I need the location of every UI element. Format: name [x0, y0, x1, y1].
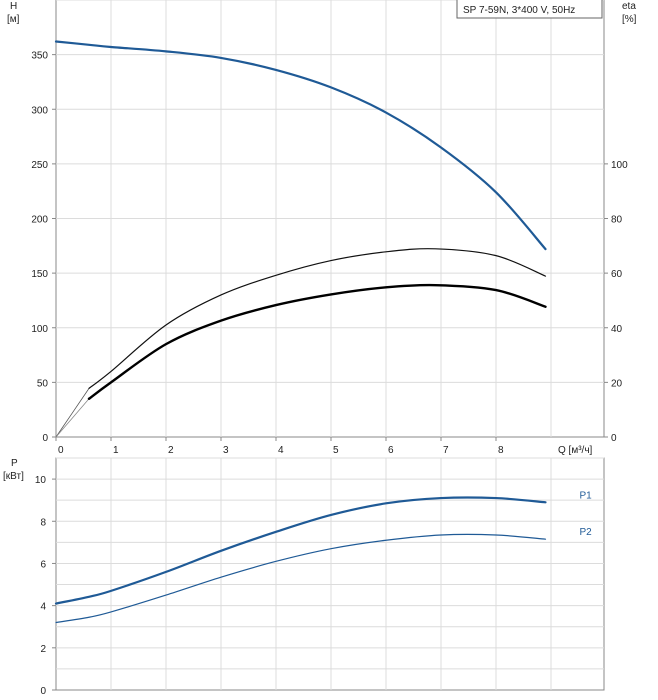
power-tick-label: 0 [40, 686, 46, 697]
series-label-p2: P2 [580, 527, 593, 538]
power-tick-label: 6 [40, 559, 46, 570]
y-right-tick-label: 60 [611, 269, 623, 280]
bottom-ticks: 0 2 4 6 8 10 [35, 475, 56, 697]
chart-title-box: SP 7-59N, 3*400 V, 50Hz [456, 0, 603, 19]
power-tick-label: 4 [40, 602, 46, 613]
bottom-plot-frame [55, 457, 605, 691]
power-tick-label: 2 [40, 644, 46, 655]
x-tick-label: 0 [58, 445, 64, 456]
extrapolated-curve-segment [55, 388, 90, 438]
y-right-tick-label: 40 [611, 324, 623, 335]
power-curve-p2 [55, 533, 547, 624]
x-tick-label: 8 [498, 445, 504, 456]
x-tick-label: 2 [168, 445, 174, 456]
x-tick-label: 5 [333, 445, 339, 456]
top-grid [55, 0, 605, 438]
power-axis-label: P [11, 458, 18, 469]
y-left-tick-label: 0 [42, 433, 48, 444]
head-curve [54, 40, 547, 251]
x-tick-label: 7 [443, 445, 449, 456]
y-left-tick-label: 50 [37, 378, 49, 389]
y-left-tick-label: 250 [31, 160, 48, 171]
y-right-unit: [%] [622, 14, 637, 25]
x-tick-label: 4 [278, 445, 284, 456]
y-left-tick-label: 300 [31, 105, 48, 116]
top-curves [54, 40, 547, 438]
x-tick-label: 3 [223, 445, 229, 456]
chart-title-frame [456, 0, 603, 19]
y-left-tick-label: 350 [31, 51, 48, 62]
top-ticks: 0 50 100 150 200 250 300 350 0 20 40 60 80 100 0 1 2 3 4 5 6… [31, 51, 628, 456]
head-efficiency-panel: 0 50 100 150 200 250 300 350 0 20 40 60 80 100 0 1 2 3 4 5 6… [7, 0, 637, 456]
extrapolated-curve-segment [55, 398, 90, 438]
y-right-tick-label: 100 [611, 160, 628, 171]
y-right-tick-label: 0 [611, 433, 617, 444]
y-left-unit: [м] [7, 14, 20, 25]
efficiency-curve [88, 248, 547, 389]
x-tick-label: 6 [388, 445, 394, 456]
y-left-label: H [10, 1, 17, 12]
y-right-label: eta [622, 1, 636, 12]
y-left-tick-label: 150 [31, 269, 48, 280]
x-axis-label: Q [м³/ч] [558, 445, 593, 456]
power-tick-label: 10 [35, 475, 47, 486]
y-right-tick-label: 20 [611, 378, 623, 389]
series-label-p1: P1 [580, 490, 593, 501]
y-right-tick-label: 80 [611, 215, 623, 226]
bottom-curves: P1 P2 [54, 490, 593, 624]
x-tick-label: 1 [113, 445, 119, 456]
power-axis-unit: [кВт] [3, 471, 24, 482]
total-efficiency-curve [87, 283, 547, 400]
power-curve-p1 [54, 496, 547, 605]
chart-title: SP 7-59N, 3*400 V, 50Hz [463, 5, 575, 16]
y-left-tick-label: 100 [31, 324, 48, 335]
power-tick-label: 8 [40, 517, 46, 528]
y-left-tick-label: 200 [31, 215, 48, 226]
power-panel: P1 P2 0 2 4 6 8 10 P [кВт] [3, 457, 605, 697]
bottom-grid [55, 457, 605, 691]
